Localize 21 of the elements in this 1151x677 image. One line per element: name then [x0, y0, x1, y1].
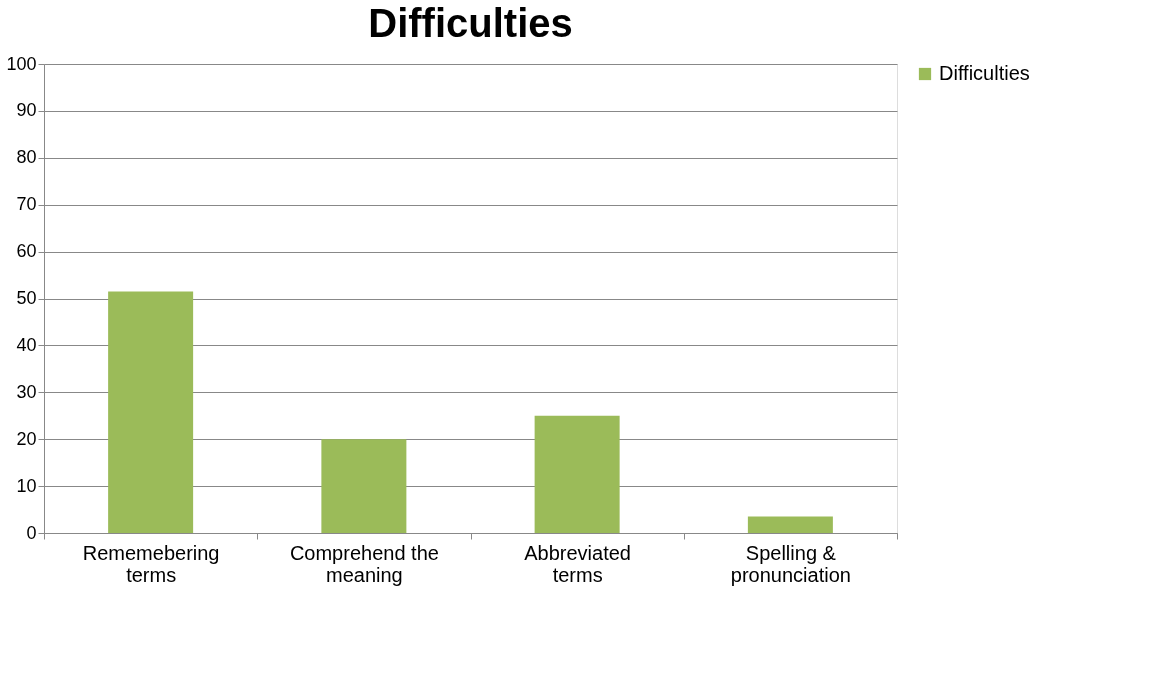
y-tick-label: 30 — [16, 381, 37, 402]
chart-title: Difficulties — [368, 1, 573, 45]
bar — [534, 415, 620, 533]
y-tick-label: 80 — [16, 147, 37, 168]
y-tick-label: 0 — [26, 522, 37, 543]
x-tick-label: Rememebering terms — [82, 541, 220, 586]
y-tick-label: 100 — [6, 53, 37, 74]
bar — [321, 439, 407, 533]
x-tick-label: Comprehend the meaning — [289, 541, 439, 586]
x-tick-label: Abbreviated terms — [524, 541, 631, 586]
x-tick-label: Spelling & pronunciation — [730, 541, 851, 586]
y-tick-label: 60 — [16, 241, 37, 262]
y-tick-label: 10 — [16, 475, 37, 496]
y-tick-label: 50 — [16, 288, 37, 308]
y-tick-label: 70 — [16, 194, 37, 215]
bar — [747, 516, 833, 533]
y-tick-label: 20 — [16, 428, 37, 449]
y-tick-label: 40 — [16, 334, 37, 355]
y-tick-label: 90 — [16, 100, 37, 121]
legend-label: Difficulties — [939, 62, 1030, 84]
bar — [108, 291, 194, 533]
